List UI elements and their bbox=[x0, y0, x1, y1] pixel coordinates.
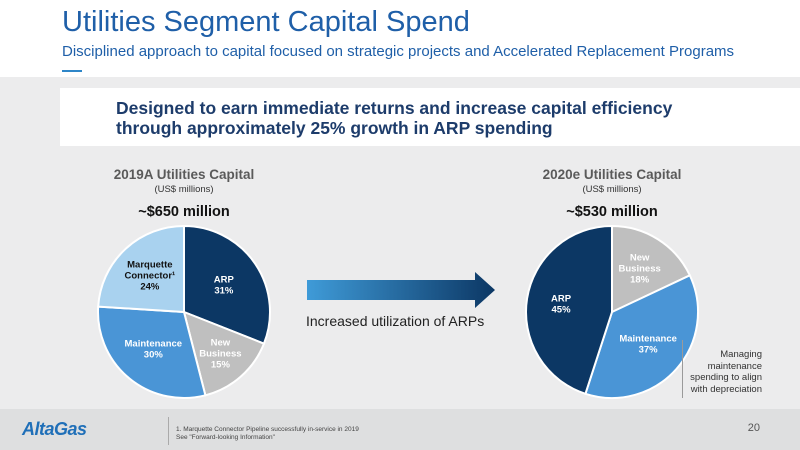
title-underline bbox=[62, 70, 82, 72]
highlight-box: Designed to earn immediate returns and i… bbox=[60, 88, 800, 146]
pie-slice-new-business bbox=[611, 224, 692, 314]
page-title: Utilities Segment Capital Spend bbox=[62, 6, 470, 38]
pie-2019: ARP 31% New Business 15% Maintenance 30% Marque… bbox=[97, 224, 271, 399]
pie-2020: New Business 18% Maintenance 37% ARP 45% bbox=[525, 224, 699, 399]
pie-label-new-business: New Business 18% bbox=[619, 252, 661, 285]
highlight-line-1: Designed to earn immediate returns and i… bbox=[116, 98, 673, 118]
growth-arrow bbox=[307, 272, 495, 308]
chart-2020-total: ~$530 million bbox=[566, 204, 658, 220]
page-subtitle: Disciplined approach to capital focused … bbox=[62, 43, 735, 60]
pie-label-maintenance: Maintenance 30% bbox=[125, 339, 183, 361]
footnote-1: 1. Marquette Connector Pipeline successf… bbox=[176, 426, 359, 433]
altagas-logo: AltaGas bbox=[22, 419, 87, 439]
pie-label-maintenance: Maintenance 37% bbox=[619, 333, 677, 355]
chart-2019-subtitle: (US$ millions) bbox=[154, 184, 214, 195]
footer: AltaGas 1. Marquette Connector Pipeline … bbox=[0, 409, 800, 450]
pie-slice-marquette-connector bbox=[97, 224, 185, 314]
highlight-line-2: through approximately 25% growth in ARP … bbox=[116, 118, 553, 138]
chart-2020-title: 2020e Utilities Capital bbox=[542, 167, 682, 182]
pie-slice-arp bbox=[183, 224, 271, 345]
pie-slice-maintenance bbox=[97, 305, 207, 399]
pie-label-arp: ARP 31% bbox=[214, 274, 235, 296]
pie-label-marquette-connector: Marquette Connector¹ 24% bbox=[125, 260, 176, 293]
annotation-leader-line bbox=[682, 340, 683, 398]
pie-label-arp: ARP 45% bbox=[551, 293, 572, 315]
page-number: 20 bbox=[747, 422, 760, 434]
chart-2019-total: ~$650 million bbox=[138, 204, 230, 220]
pie-slice-new-business bbox=[182, 310, 266, 397]
chart-2019-title: 2019A Utilities Capital bbox=[113, 167, 255, 182]
pie-label-new-business: New Business 15% bbox=[199, 337, 241, 370]
maintenance-annotation: Managing maintenance spending to align w… bbox=[690, 349, 762, 395]
chart-2020-subtitle: (US$ millions) bbox=[582, 184, 642, 195]
footer-divider bbox=[168, 417, 169, 445]
arrow-caption: Increased utilization of ARPs bbox=[306, 313, 485, 329]
footnote-2: See "Forward-looking Information" bbox=[176, 434, 275, 441]
pie-slice-maintenance bbox=[584, 274, 699, 399]
pie-slice-arp bbox=[525, 224, 613, 396]
